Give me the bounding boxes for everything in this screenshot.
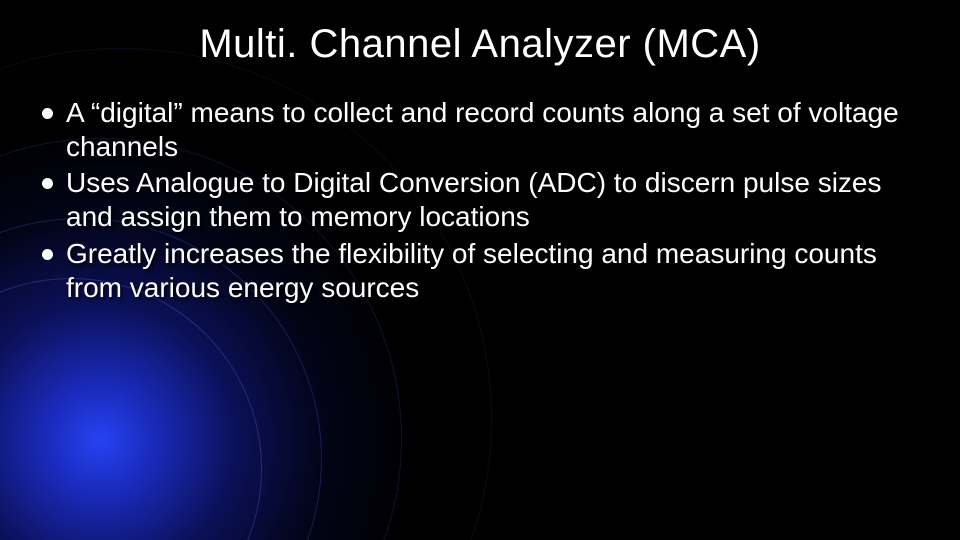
bullet-item: Uses Analogue to Digital Conversion (ADC… <box>38 166 900 234</box>
bullet-item: Greatly increases the flexibility of sel… <box>38 237 900 305</box>
bullet-item: A “digital” means to collect and record … <box>38 96 900 164</box>
background-arc <box>0 278 262 540</box>
slide-body: A “digital” means to collect and record … <box>38 96 900 307</box>
bullet-list: A “digital” means to collect and record … <box>38 96 900 305</box>
slide-title: Multi. Channel Analyzer (MCA) <box>0 22 960 67</box>
slide: Multi. Channel Analyzer (MCA) A “digital… <box>0 0 960 540</box>
